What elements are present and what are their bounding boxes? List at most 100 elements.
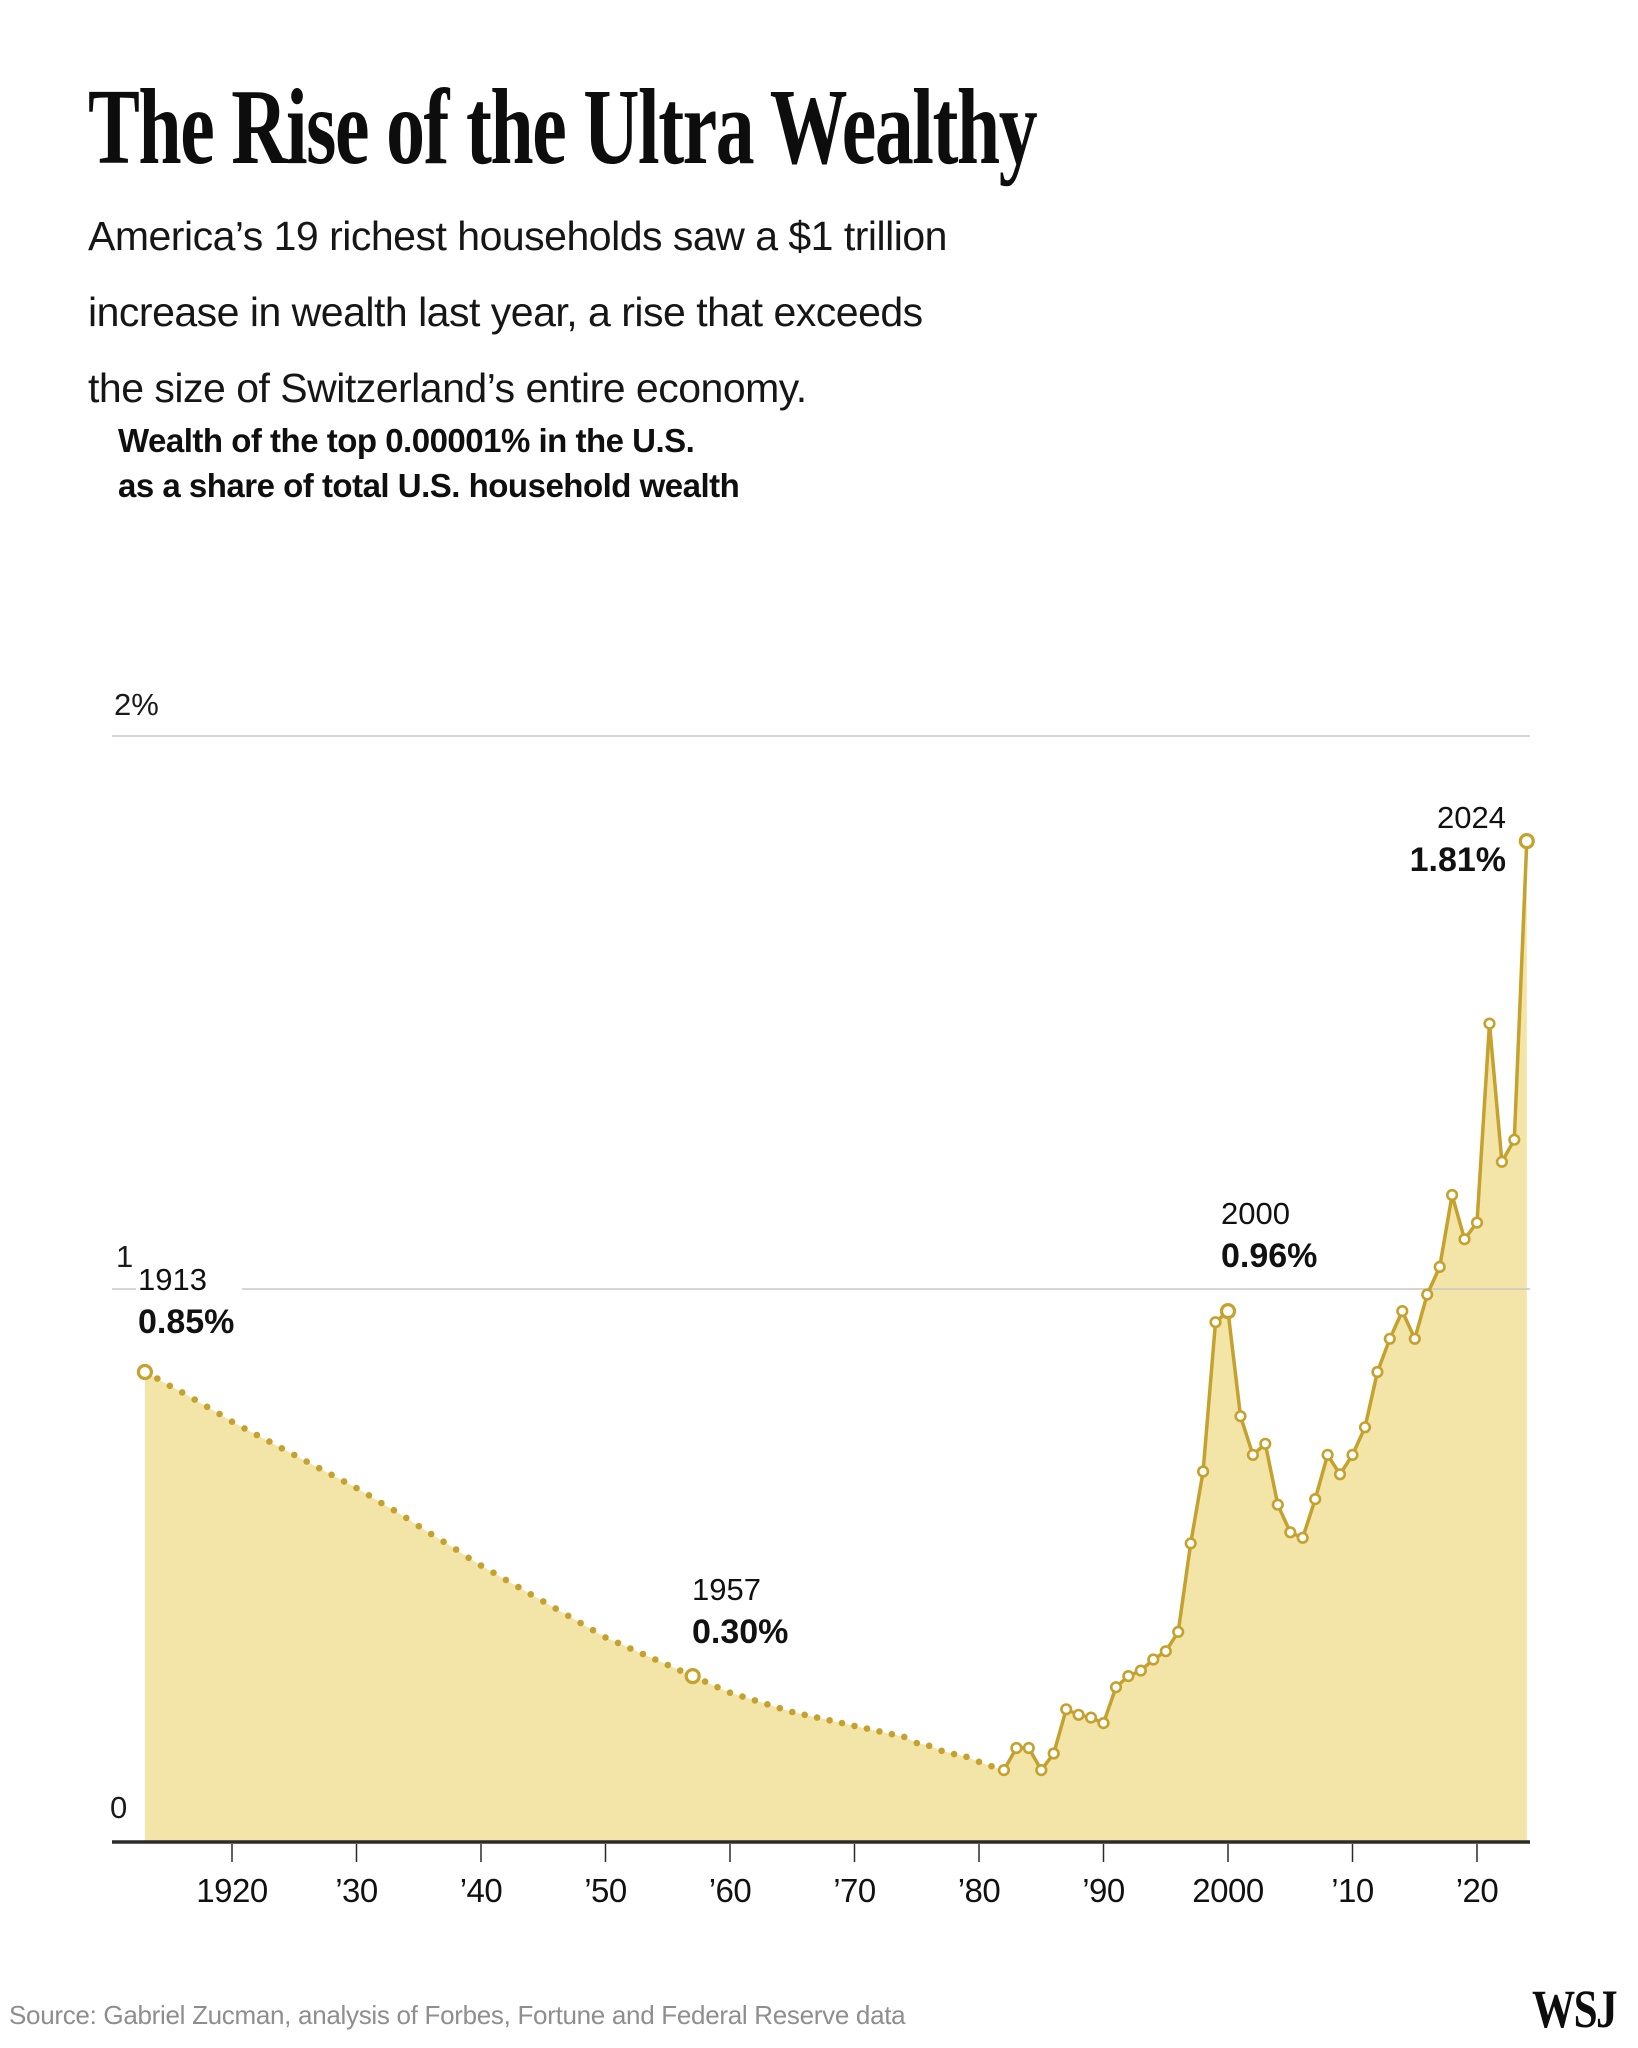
annotation-year: 2000 bbox=[1219, 1194, 1326, 1234]
dot-marker bbox=[154, 1375, 161, 1382]
dot-marker bbox=[477, 1562, 485, 1569]
dot-marker bbox=[726, 1689, 734, 1696]
x-tick-label: ’40 bbox=[460, 1872, 503, 1909]
dot-marker bbox=[191, 1396, 198, 1403]
x-tick-label: ’90 bbox=[1082, 1872, 1125, 1909]
dot-marker bbox=[390, 1506, 398, 1514]
dot-marker bbox=[353, 1484, 360, 1492]
dot-marker bbox=[166, 1382, 174, 1390]
point-marker bbox=[1047, 1747, 1060, 1760]
point-marker bbox=[1097, 1716, 1110, 1730]
point-marker bbox=[1184, 1537, 1197, 1550]
subtitle: America’s 19 richest households saw a $1… bbox=[88, 198, 947, 426]
point-marker bbox=[1508, 1133, 1521, 1146]
x-tick-label: 2000 bbox=[1192, 1872, 1264, 1909]
x-tick-label: ’50 bbox=[584, 1872, 627, 1909]
dot-marker bbox=[664, 1661, 672, 1669]
dot-marker bbox=[701, 1678, 709, 1685]
dot-marker bbox=[888, 1730, 896, 1738]
point-marker bbox=[1495, 1155, 1508, 1168]
dot-marker bbox=[764, 1701, 771, 1708]
dot-marker bbox=[502, 1576, 510, 1584]
point-marker bbox=[1234, 1410, 1247, 1423]
wsj-logo: WSJ bbox=[1531, 1979, 1618, 2039]
dot-marker bbox=[589, 1626, 597, 1634]
point-marker bbox=[1445, 1188, 1459, 1202]
annotation-2000: 2000 0.96% bbox=[1219, 1194, 1326, 1280]
dot-marker bbox=[863, 1725, 871, 1732]
dot-marker bbox=[403, 1514, 410, 1522]
point-marker bbox=[1371, 1365, 1384, 1379]
point-marker bbox=[1346, 1448, 1359, 1461]
dot-marker bbox=[676, 1667, 684, 1674]
annotation-year: 2024 bbox=[1401, 798, 1508, 838]
x-tick-label: ’20 bbox=[1456, 1872, 1499, 1909]
dot-marker bbox=[627, 1645, 634, 1652]
dot-marker bbox=[826, 1717, 833, 1724]
dot-marker bbox=[328, 1471, 335, 1479]
dot-marker bbox=[452, 1546, 460, 1553]
point-marker bbox=[1147, 1653, 1160, 1666]
dot-marker bbox=[365, 1492, 373, 1499]
dot-marker bbox=[515, 1583, 522, 1591]
dot-marker bbox=[552, 1605, 559, 1612]
point-marker bbox=[1309, 1492, 1322, 1506]
point-marker bbox=[1109, 1681, 1123, 1694]
dot-marker bbox=[253, 1431, 261, 1439]
chart-title-line: Wealth of the top 0.00001% in the U.S. bbox=[118, 422, 695, 459]
point-marker bbox=[1122, 1669, 1135, 1683]
dot-marker bbox=[913, 1739, 921, 1747]
dot-marker bbox=[440, 1538, 447, 1545]
dot-marker bbox=[378, 1499, 385, 1507]
annotation-value: 0.85% bbox=[136, 1300, 243, 1346]
point-marker bbox=[1196, 1465, 1210, 1478]
point-marker bbox=[1209, 1316, 1222, 1329]
x-tick-label: ’70 bbox=[833, 1872, 876, 1909]
point-marker bbox=[1358, 1421, 1372, 1434]
point-marker bbox=[1408, 1332, 1421, 1345]
point-marker bbox=[1010, 1741, 1023, 1755]
point-marker bbox=[1159, 1645, 1172, 1658]
dot-marker bbox=[963, 1753, 970, 1761]
dot-marker bbox=[950, 1750, 958, 1758]
x-tick-label: ’80 bbox=[958, 1872, 1001, 1909]
dot-marker bbox=[614, 1639, 622, 1647]
dot-marker bbox=[789, 1708, 796, 1716]
dot-marker bbox=[988, 1762, 995, 1770]
dot-marker bbox=[838, 1719, 846, 1727]
chart-title-line: as a share of total U.S. household wealt… bbox=[118, 467, 740, 504]
y-axis-label-1: 1 bbox=[116, 1239, 134, 1274]
dot-marker bbox=[315, 1464, 323, 1472]
annotation-value: 0.96% bbox=[1219, 1234, 1326, 1280]
dot-marker bbox=[901, 1733, 908, 1741]
x-tick-label: 1920 bbox=[196, 1872, 268, 1909]
point-marker bbox=[1035, 1763, 1048, 1777]
dot-marker bbox=[490, 1569, 497, 1576]
point-marker bbox=[1333, 1468, 1347, 1481]
dot-marker bbox=[278, 1445, 286, 1452]
annotation-1913: 1913 0.85% bbox=[136, 1260, 243, 1346]
subtitle-line: the size of Switzerland’s entire economy… bbox=[88, 365, 807, 411]
point-marker bbox=[1296, 1531, 1309, 1544]
dot-marker bbox=[564, 1612, 572, 1620]
dot-marker bbox=[303, 1458, 311, 1465]
point-marker bbox=[1084, 1711, 1098, 1724]
source-note: Source: Gabriel Zucman, analysis of Forb… bbox=[9, 2000, 906, 2030]
annotation-year: 1957 bbox=[690, 1570, 797, 1610]
point-marker bbox=[1259, 1437, 1272, 1450]
y-axis-label-2pct: 2% bbox=[114, 687, 159, 722]
annotation-year: 1913 bbox=[136, 1260, 243, 1300]
highlight-marker-1913 bbox=[136, 1363, 153, 1381]
point-marker bbox=[997, 1763, 1011, 1777]
x-tick-label: ’10 bbox=[1331, 1872, 1374, 1909]
point-marker bbox=[1172, 1625, 1185, 1638]
dot-marker bbox=[340, 1478, 348, 1485]
dot-marker bbox=[577, 1619, 584, 1627]
x-tick-label: ’60 bbox=[709, 1872, 752, 1909]
dot-marker bbox=[266, 1438, 273, 1445]
dot-marker bbox=[801, 1711, 808, 1719]
annotation-2024: 2024 1.81% bbox=[1401, 798, 1508, 882]
dot-marker bbox=[938, 1747, 945, 1755]
point-marker bbox=[1421, 1288, 1434, 1301]
